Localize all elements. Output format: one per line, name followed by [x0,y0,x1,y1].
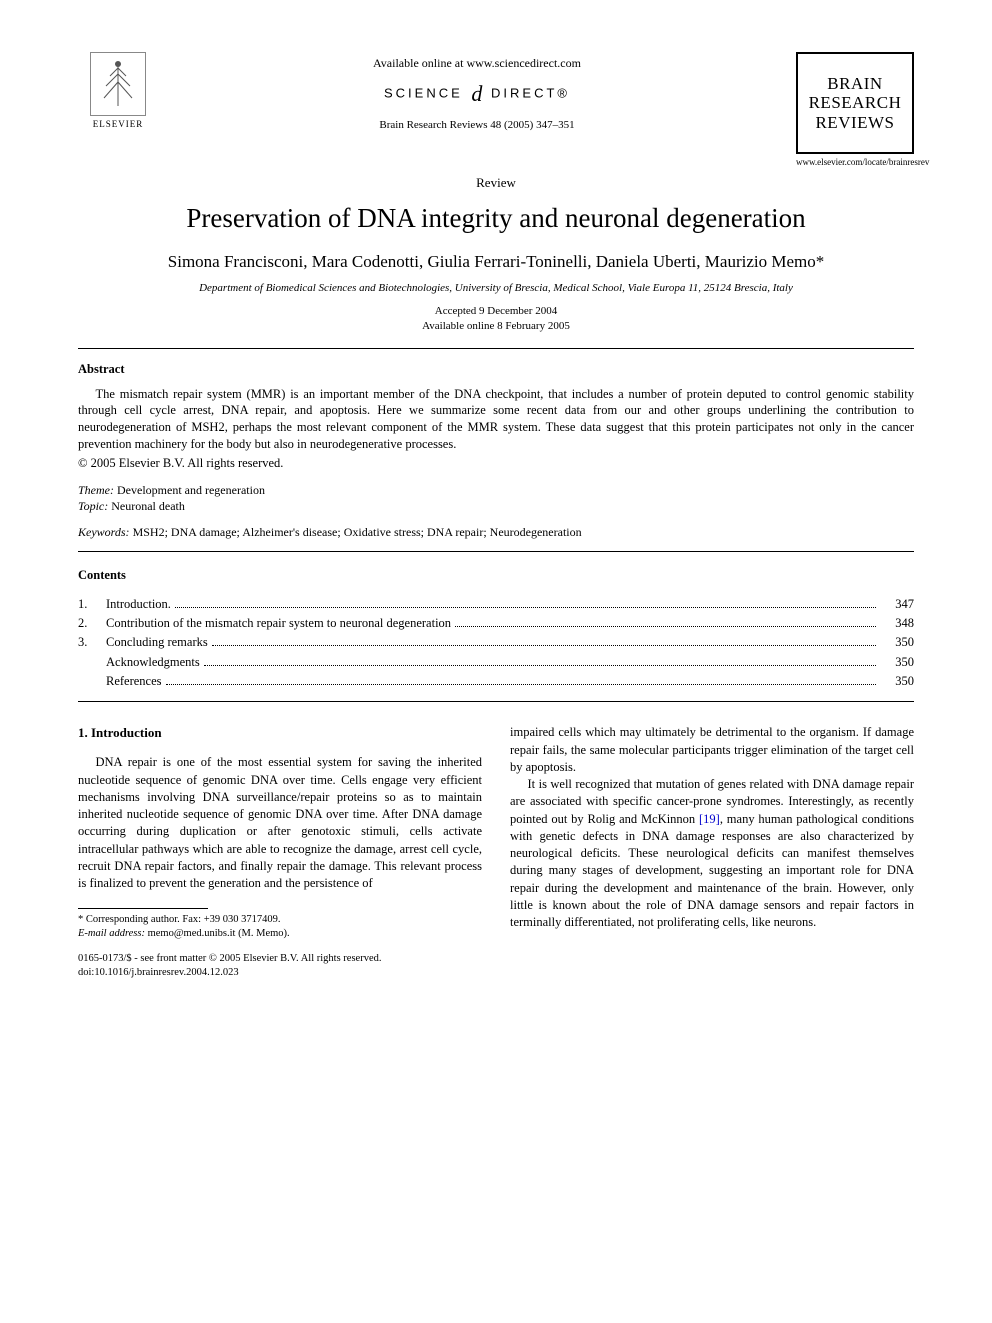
article-title: Preservation of DNA integrity and neuron… [78,203,914,234]
toc-page: 347 [880,595,914,614]
footnote-separator [78,908,208,909]
toc-title: Introduction. [106,595,171,614]
journal-cover-line: REVIEWS [815,113,894,133]
keywords-line: Keywords: MSH2; DNA damage; Alzheimer's … [78,524,914,540]
toc-row: References 350 [78,672,914,691]
journal-cover-icon: BRAIN RESEARCH REVIEWS [796,52,914,154]
toc-dots-icon [212,638,876,647]
journal-cover-line: RESEARCH [809,93,902,113]
body-right-column: impaired cells which may ultimately be d… [510,724,914,980]
center-header: Available online at www.sciencedirect.co… [158,52,796,131]
toc-page: 350 [880,653,914,672]
rule-bottom-contents [78,701,914,702]
article-type-label: Review [78,175,914,191]
toc-num: 3. [78,633,106,652]
page-header: ELSEVIER Available online at www.science… [78,52,914,167]
body-text: , many human pathological conditions wit… [510,812,914,930]
toc-page: 350 [880,672,914,691]
topic-value: Neuronal death [111,499,185,513]
body-paragraph: It is well recognized that mutation of g… [510,776,914,931]
journal-box: BRAIN RESEARCH REVIEWS www.elsevier.com/… [796,52,914,167]
toc-dots-icon [166,676,876,685]
theme-line: Theme: Development and regeneration [78,482,914,498]
keywords-label: Keywords: [78,525,130,539]
email-label: E-mail address: [78,928,145,939]
keywords-value: MSH2; DNA damage; Alzheimer's disease; O… [133,525,582,539]
contents-heading: Contents [78,568,914,583]
toc-title: References [106,672,162,691]
toc-row: Acknowledgments 350 [78,653,914,672]
contents-block: Contents 1. Introduction. 347 2. Contrib… [78,552,914,702]
abstract-copyright: © 2005 Elsevier B.V. All rights reserved… [78,455,914,472]
accepted-date: Accepted 9 December 2004 [78,304,914,319]
affiliation: Department of Biomedical Sciences and Bi… [78,282,914,294]
toc-dots-icon [175,599,876,608]
body-paragraph: impaired cells which may ultimately be d… [510,724,914,776]
abstract-text: The mismatch repair system (MMR) is an i… [78,386,914,454]
toc-row: 3. Concluding remarks 350 [78,633,914,652]
doi-line: doi:10.1016/j.brainresrev.2004.12.023 [78,966,482,980]
section-heading: 1. Introduction [78,724,482,742]
toc-title: Concluding remarks [106,633,208,652]
journal-cover-line: BRAIN [827,74,882,94]
abstract-heading: Abstract [78,361,914,378]
toc-num: 2. [78,614,106,633]
sciencedirect-logo: SCIENCE d DIRECT® [158,81,796,107]
toc-num: 1. [78,595,106,614]
theme-value: Development and regeneration [117,483,265,497]
corresponding-author-footnote: * Corresponding author. Fax: +39 030 371… [78,913,482,927]
sciencedirect-d-icon: d [471,81,482,107]
journal-reference: Brain Research Reviews 48 (2005) 347–351 [158,119,796,131]
citation-link[interactable]: [19] [699,812,720,826]
elsevier-tree-icon [90,52,146,116]
toc-title: Acknowledgments [106,653,200,672]
email-footnote: E-mail address: memo@med.unibs.it (M. Me… [78,927,482,941]
toc-page: 348 [880,614,914,633]
publisher-name: ELSEVIER [78,119,158,129]
abstract-block: Abstract The mismatch repair system (MMR… [78,349,914,551]
email-value: memo@med.unibs.it (M. Memo). [148,928,290,939]
available-online-text: Available online at www.sciencedirect.co… [158,56,796,71]
scidirect-left: SCIENCE [384,85,463,100]
topic-label: Topic: [78,499,108,513]
body-columns: 1. Introduction DNA repair is one of the… [78,724,914,980]
online-date: Available online 8 February 2005 [78,319,914,334]
scidirect-right: DIRECT® [491,85,570,100]
theme-label: Theme: [78,483,114,497]
body-paragraph: DNA repair is one of the most essential … [78,754,482,892]
body-left-column: 1. Introduction DNA repair is one of the… [78,724,482,980]
journal-locate-url: www.elsevier.com/locate/brainresrev [796,157,914,167]
toc-dots-icon [204,657,876,666]
toc-title: Contribution of the mismatch repair syst… [106,614,451,633]
toc-page: 350 [880,633,914,652]
article-dates: Accepted 9 December 2004 Available onlin… [78,304,914,334]
toc-dots-icon [455,618,876,627]
toc-row: 2. Contribution of the mismatch repair s… [78,614,914,633]
publisher-logo: ELSEVIER [78,52,158,129]
front-matter-line: 0165-0173/$ - see front matter © 2005 El… [78,952,482,966]
topic-line: Topic: Neuronal death [78,498,914,514]
toc-row: 1. Introduction. 347 [78,595,914,614]
authors-line: Simona Francisconi, Mara Codenotti, Giul… [78,252,914,272]
